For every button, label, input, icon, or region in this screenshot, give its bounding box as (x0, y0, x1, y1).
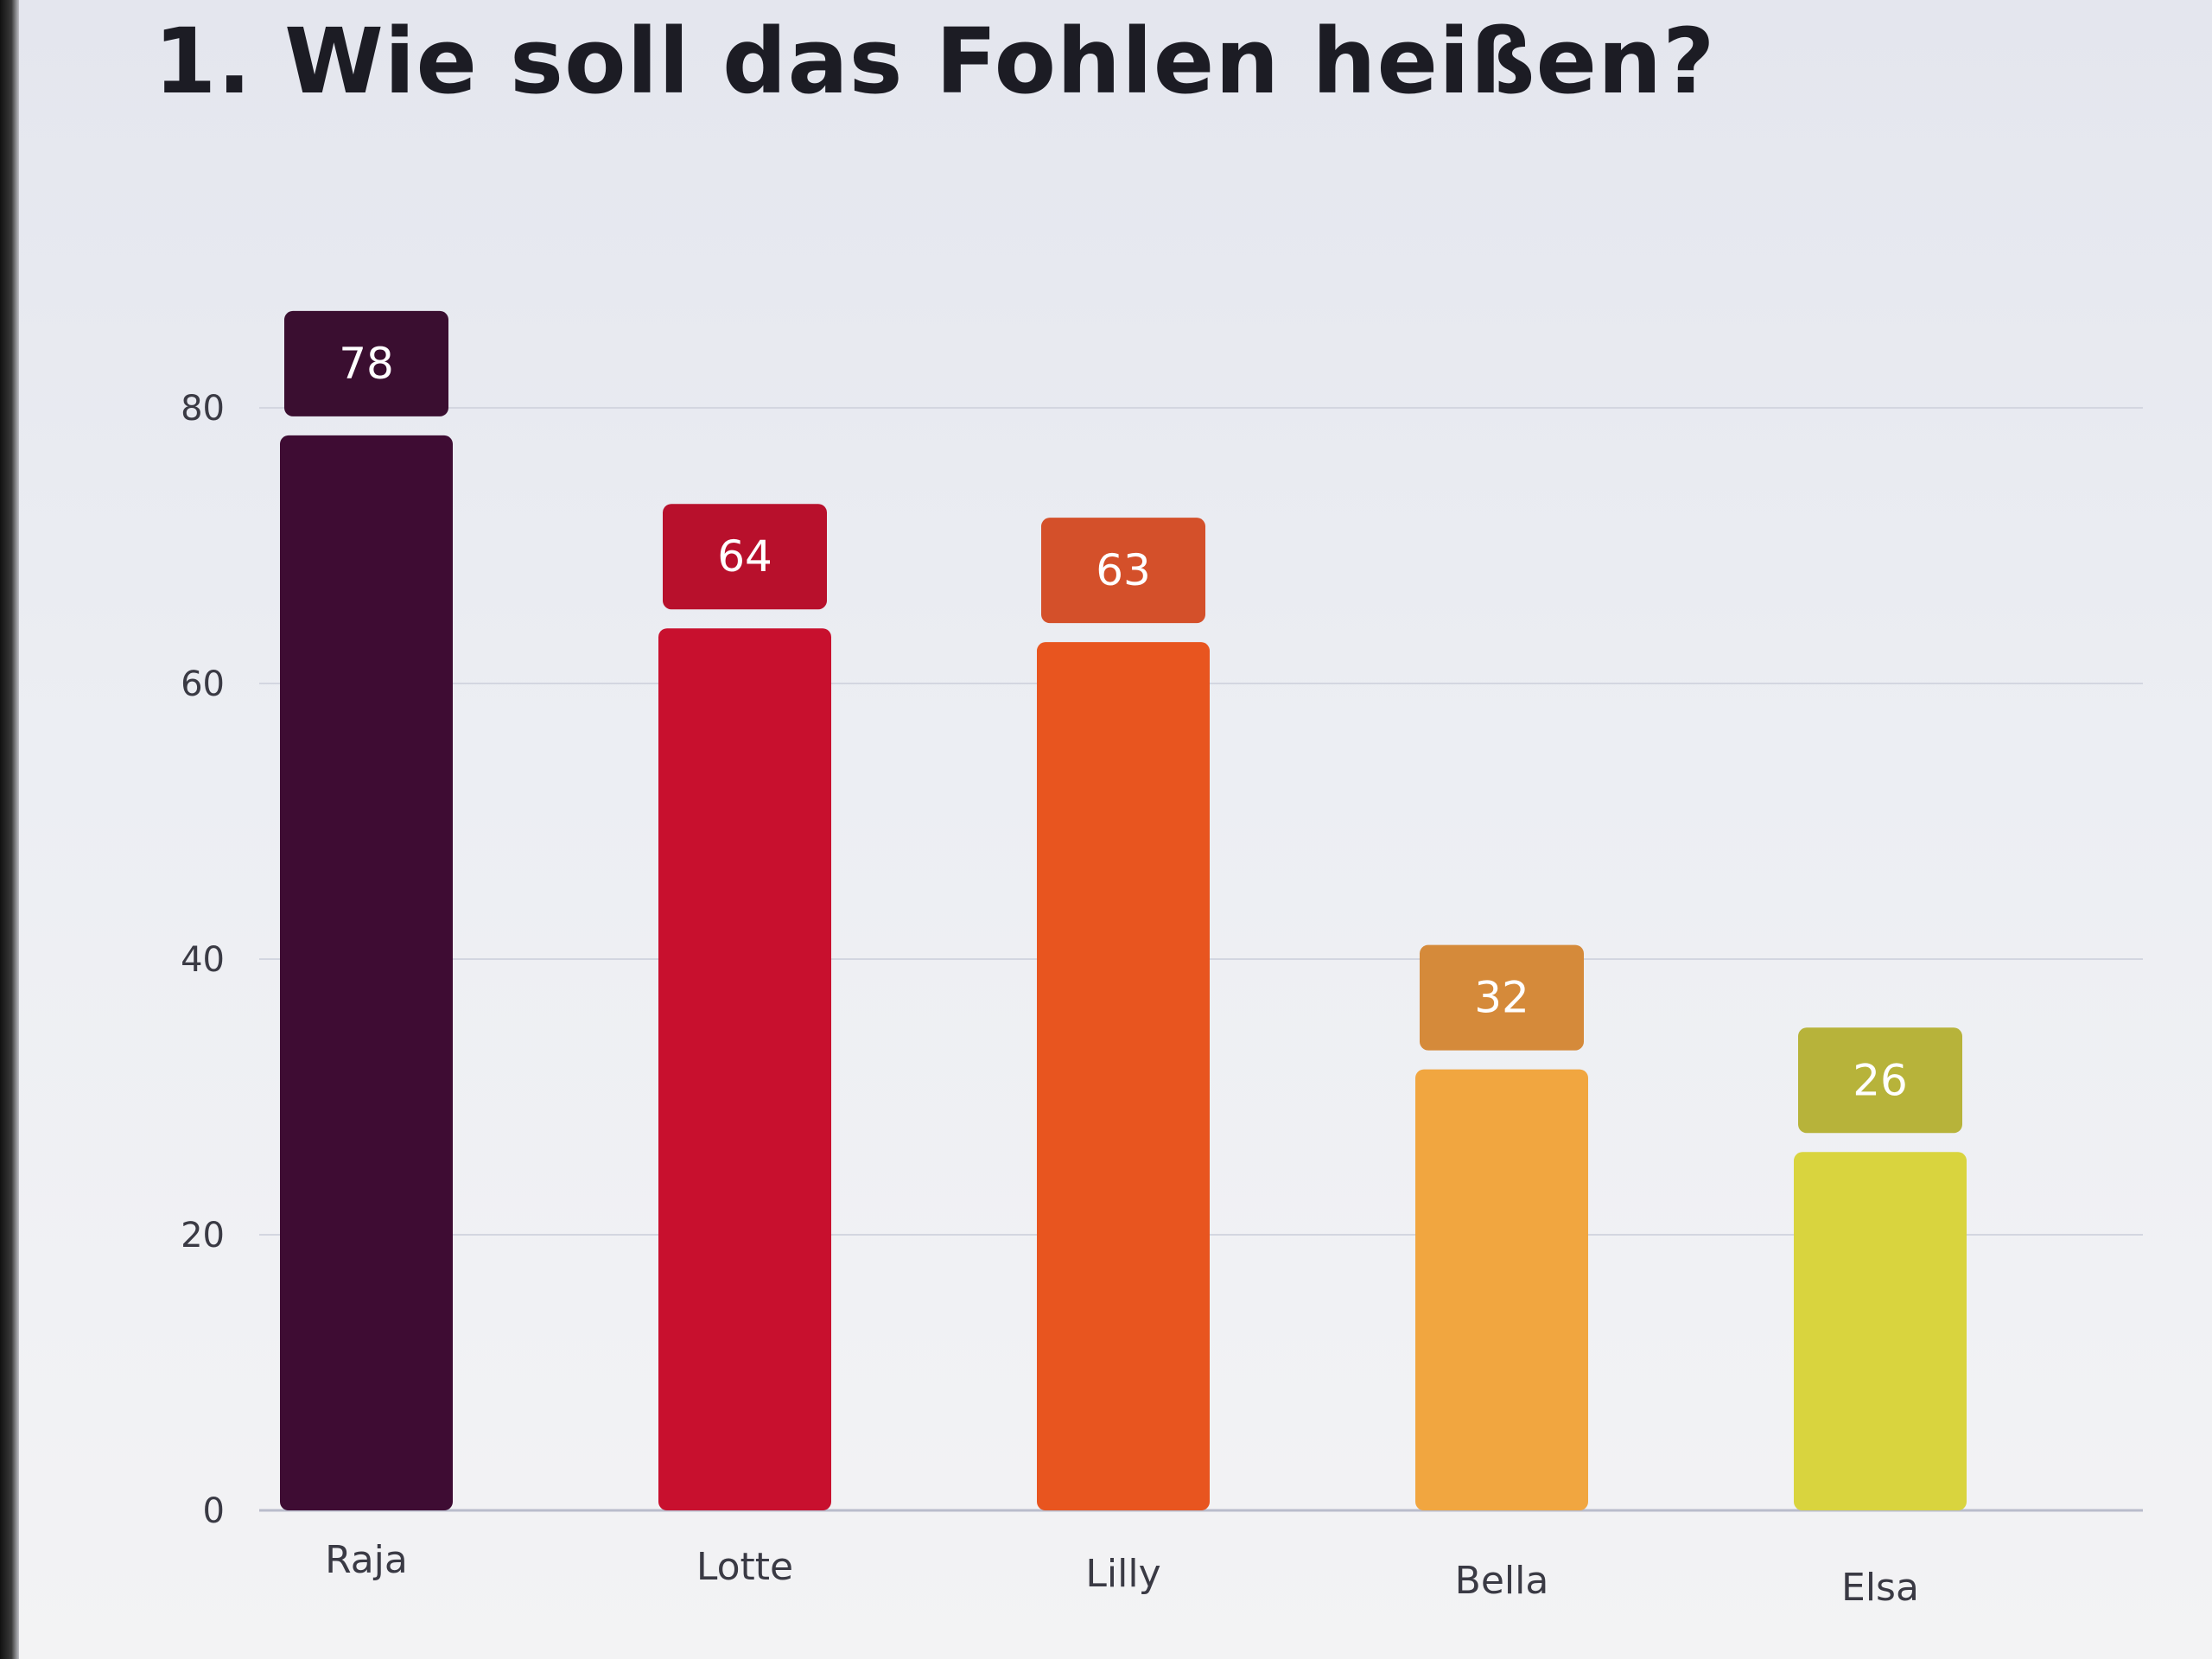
y-tick-label: 0 (203, 1491, 225, 1531)
x-tick-label: Lilly (1085, 1552, 1160, 1596)
data-label: 26 (1853, 1055, 1908, 1105)
x-tick-label: Elsa (1841, 1566, 1919, 1610)
monitor-bezel (0, 0, 19, 1659)
y-tick-label: 60 (181, 664, 225, 704)
x-axis: Raja Lotte Lilly Bella Elsa (325, 1538, 1919, 1610)
data-label-box (1420, 944, 1584, 1051)
data-label-box (284, 310, 448, 416)
data-label: 63 (1096, 545, 1151, 595)
bars (280, 435, 1967, 1510)
data-labels: 78 64 63 32 26 (284, 310, 1962, 1134)
y-tick-label: 40 (181, 940, 225, 980)
bar-raja (280, 435, 453, 1510)
data-label-box (663, 504, 827, 610)
x-tick-label: Lotte (696, 1545, 793, 1589)
chart-title: 1. Wie soll das Fohlen heißen? (154, 9, 1716, 114)
data-label: 78 (339, 339, 394, 389)
bar-lilly (1037, 642, 1210, 1510)
data-label-box (1798, 1027, 1962, 1134)
x-tick-label: Bella (1455, 1559, 1549, 1603)
y-tick-label: 80 (181, 389, 225, 429)
data-label-box (1041, 518, 1205, 624)
data-label: 64 (717, 531, 772, 582)
data-label: 32 (1474, 973, 1529, 1023)
y-axis: 0 20 40 60 80 (181, 389, 225, 1531)
x-tick-label: Raja (325, 1538, 408, 1582)
bar-lotte (658, 628, 831, 1510)
bar-bella (1415, 1069, 1588, 1510)
y-tick-label: 20 (181, 1216, 225, 1255)
bar-elsa (1794, 1152, 1967, 1510)
